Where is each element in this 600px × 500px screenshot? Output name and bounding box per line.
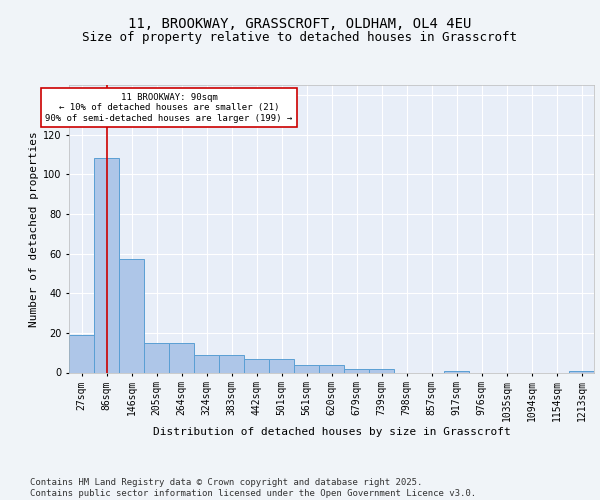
Bar <box>369 368 394 372</box>
Bar <box>319 364 344 372</box>
Bar <box>194 354 219 372</box>
Bar <box>244 358 269 372</box>
Bar <box>344 368 369 372</box>
Text: 11, BROOKWAY, GRASSCROFT, OLDHAM, OL4 4EU: 11, BROOKWAY, GRASSCROFT, OLDHAM, OL4 4E… <box>128 18 472 32</box>
Text: Size of property relative to detached houses in Grasscroft: Size of property relative to detached ho… <box>83 31 517 44</box>
Bar <box>144 343 169 372</box>
X-axis label: Distribution of detached houses by size in Grasscroft: Distribution of detached houses by size … <box>152 427 511 437</box>
Bar <box>269 358 294 372</box>
Y-axis label: Number of detached properties: Number of detached properties <box>29 131 38 326</box>
Bar <box>444 370 469 372</box>
Bar <box>294 364 319 372</box>
Text: Contains HM Land Registry data © Crown copyright and database right 2025.
Contai: Contains HM Land Registry data © Crown c… <box>30 478 476 498</box>
Bar <box>569 370 594 372</box>
Bar <box>219 354 244 372</box>
Bar <box>119 260 144 372</box>
Bar <box>169 343 194 372</box>
Text: 11 BROOKWAY: 90sqm
← 10% of detached houses are smaller (21)
90% of semi-detache: 11 BROOKWAY: 90sqm ← 10% of detached hou… <box>46 93 293 122</box>
Bar <box>94 158 119 372</box>
Bar <box>69 335 94 372</box>
